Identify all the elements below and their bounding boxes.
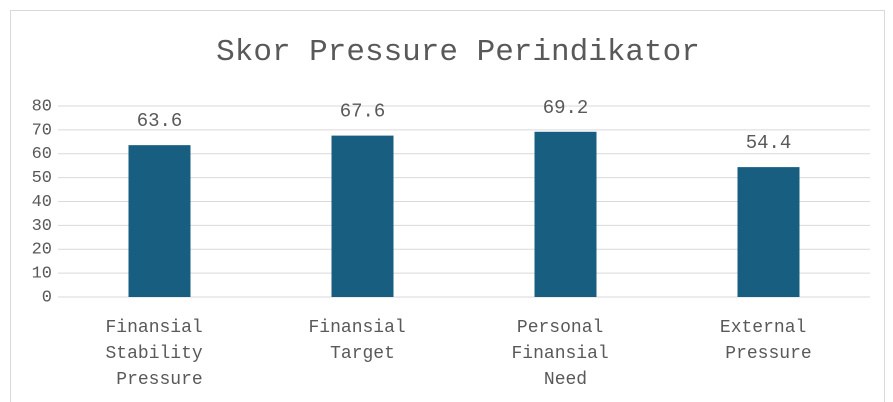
bar — [534, 131, 597, 297]
x-tick-label-line: Stability — [105, 344, 213, 364]
x-tick-label-line: Target — [330, 344, 395, 364]
x-tick-label: Finansial Stability Pressure — [105, 318, 213, 390]
x-tick-label: External Pressure — [720, 318, 817, 364]
x-tick-label: Finansial Target — [308, 318, 416, 364]
chart-title: Skor Pressure Perindikator — [216, 35, 700, 70]
data-label: 69.2 — [543, 97, 589, 119]
x-tick-label-line: Finansial — [511, 344, 619, 364]
data-label: 63.6 — [137, 110, 183, 132]
data-label: 67.6 — [340, 101, 386, 123]
x-tick-label-line: External — [720, 318, 817, 338]
y-tick-label: 30 — [32, 217, 52, 236]
x-tick-label-line: Pressure — [116, 370, 202, 390]
bar — [331, 135, 394, 297]
data-label: 54.4 — [746, 132, 792, 154]
y-tick-label: 60 — [32, 145, 52, 164]
x-tick-label-line: Need — [544, 370, 587, 390]
y-tick-label: 10 — [32, 265, 52, 284]
x-tick-label-line: Finansial — [105, 318, 213, 338]
bar — [737, 167, 800, 297]
y-tick-label: 80 — [32, 97, 52, 116]
y-tick-label: 40 — [32, 193, 52, 212]
x-tick-label-line: Finansial — [308, 318, 416, 338]
y-tick-label: 70 — [32, 121, 52, 140]
y-tick-label: 50 — [32, 169, 52, 188]
y-tick-label: 0 — [42, 288, 52, 307]
x-tick-label: Personal Finansial Need — [511, 318, 619, 390]
x-tick-label-line: Pressure — [725, 344, 811, 364]
x-tick-label-line: Personal — [517, 318, 614, 338]
y-tick-label: 20 — [32, 241, 52, 260]
bar — [128, 145, 191, 297]
